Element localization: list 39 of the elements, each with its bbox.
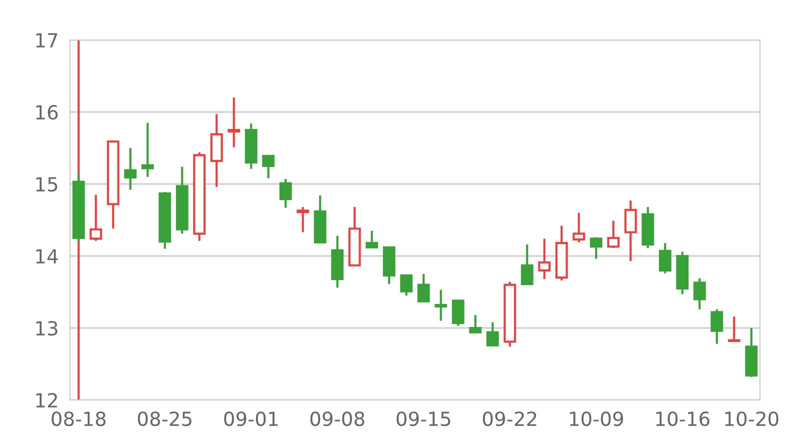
x-tick-label: 10-09 (570, 411, 624, 426)
candlestick (538, 238, 551, 280)
candlestick (728, 315, 740, 342)
x-tick-label: 08-25 (138, 411, 192, 426)
candlestick (520, 243, 534, 286)
candlestick (124, 146, 137, 191)
candlestick (279, 178, 292, 209)
candlestick (710, 308, 724, 345)
candlestick (366, 230, 378, 250)
candlestick (141, 122, 154, 178)
y-tick-label: 15 (36, 177, 58, 192)
y-tick-label: 16 (36, 104, 58, 120)
x-tick-label: 09-22 (482, 411, 536, 426)
candlestick (296, 206, 310, 234)
candlestick (486, 321, 499, 346)
candlestick (658, 242, 672, 274)
candlestick (90, 194, 102, 242)
candlestick (693, 277, 706, 310)
x-tick-label: 08-18 (52, 411, 106, 426)
y-tick-label: 13 (36, 320, 58, 336)
x-tick-label: 09-08 (310, 411, 364, 426)
candlestick (624, 200, 637, 262)
x-tick-label: 09-01 (224, 411, 278, 426)
y-tick-label: 14 (36, 249, 58, 264)
candlestick (262, 154, 275, 180)
x-tick-label: 10-20 (725, 411, 778, 426)
candlestick (590, 236, 602, 260)
x-tick-label: 10-16 (656, 411, 710, 426)
x-tick-label: 09-15 (396, 411, 450, 426)
candlestick (434, 288, 448, 322)
candlestick (469, 314, 482, 334)
y-tick-label: 12 (36, 392, 57, 408)
candlestick (572, 212, 586, 244)
candlestick (452, 300, 464, 327)
candlestick (607, 220, 620, 250)
candlestick (400, 274, 413, 297)
candlestick (417, 272, 430, 302)
y-tick-label: 17 (36, 33, 58, 48)
candlestick (228, 96, 240, 148)
